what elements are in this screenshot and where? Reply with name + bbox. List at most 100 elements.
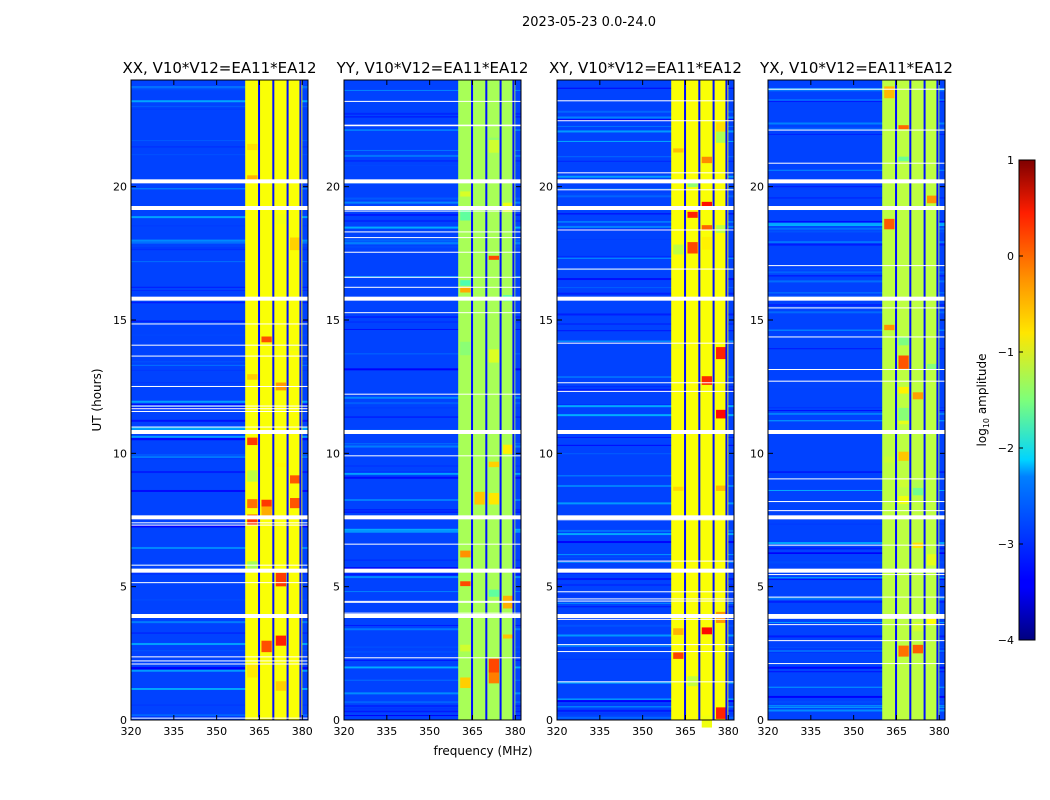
- signal-cell: [687, 676, 698, 687]
- heatmap-row: [344, 477, 521, 479]
- flagged-row: [131, 524, 308, 526]
- heatmap-row: [131, 704, 308, 706]
- heatmap-row: [557, 287, 734, 289]
- flagged-row: [768, 568, 945, 573]
- flagged-row: [768, 307, 945, 309]
- x-tick-label: 365: [249, 725, 270, 738]
- panels: XX, V10*V12=EA11*EA12 320 335 350 365 380 0 5 10…: [113, 59, 953, 738]
- signal-cell: [488, 349, 500, 363]
- panel-4: YX, V10*V12=EA11*EA12 320 335 350 365 380 0 5 10…: [750, 59, 953, 738]
- x-tick-label: 335: [163, 725, 184, 738]
- flagged-row: [768, 265, 945, 267]
- heatmap-row: [557, 209, 734, 212]
- heatmap-row: [557, 557, 734, 559]
- heatmap-row: [768, 648, 945, 651]
- panel-title: XY, V10*V12=EA11*EA12: [549, 59, 742, 77]
- heatmap-row: [344, 445, 521, 448]
- heatmap-row: [768, 186, 945, 188]
- flagged-row: [344, 125, 521, 127]
- x-tick-label: 320: [121, 725, 142, 738]
- heatmap-row: [557, 292, 734, 295]
- heatmap-row: [557, 561, 734, 563]
- y-tick-label: 10: [326, 447, 340, 460]
- heatmap-row: [557, 330, 734, 332]
- signal-cell: [488, 461, 500, 468]
- heatmap-row: [344, 476, 521, 479]
- channel-gap: [909, 80, 912, 720]
- flagged-row: [131, 323, 308, 325]
- y-tick-label: 20: [539, 181, 553, 194]
- x-tick-label: 380: [292, 725, 313, 738]
- heatmap-row: [344, 89, 521, 91]
- signal-cell: [275, 681, 287, 691]
- flagged-row: [344, 237, 521, 239]
- flagged-row: [768, 380, 945, 382]
- flagged-row: [768, 614, 945, 618]
- heatmap-row: [768, 601, 945, 603]
- signal-cell: [701, 376, 713, 385]
- flagged-row: [557, 651, 734, 653]
- heatmap-row: [557, 541, 734, 544]
- heatmap-row: [344, 160, 521, 162]
- y-tick-label: 5: [757, 581, 764, 594]
- signal-cell: [673, 652, 684, 659]
- flagged-row: [768, 515, 945, 520]
- flagged-row: [768, 510, 945, 512]
- heatmap-row: [768, 598, 945, 600]
- flagged-row: [344, 612, 521, 614]
- heatmap-row: [557, 116, 734, 119]
- signal-cell: [247, 374, 258, 380]
- colorbar-tick-label: −4: [998, 634, 1014, 647]
- heatmap-row: [768, 695, 945, 698]
- flagged-row: [131, 522, 308, 524]
- flagged-row: [557, 600, 734, 602]
- y-tick-label: 20: [326, 181, 340, 194]
- heatmap-row: [557, 405, 734, 408]
- signal-cell: [488, 492, 500, 505]
- heatmap-row: [344, 679, 521, 681]
- y-tick-label: 0: [757, 714, 764, 727]
- heatmap-row: [557, 700, 734, 703]
- x-tick-label: 350: [632, 725, 653, 738]
- heatmap-row: [557, 602, 734, 604]
- flagged-row: [344, 210, 521, 212]
- heatmap-row: [344, 567, 521, 570]
- heatmap-row: [131, 669, 308, 672]
- heatmap-row: [344, 154, 521, 157]
- heatmap-row: [557, 583, 734, 586]
- signal-cell: [716, 409, 727, 419]
- channel-gap: [895, 80, 898, 720]
- y-tick-label: 0: [546, 714, 553, 727]
- flagged-row: [768, 574, 945, 576]
- signal-cell: [460, 341, 471, 356]
- y-tick-label: 0: [333, 714, 340, 727]
- signal-cell: [716, 707, 727, 719]
- signal-cell: [687, 211, 698, 218]
- flagged-row: [131, 568, 308, 573]
- signal-cell: [716, 485, 727, 491]
- heatmap-row: [768, 220, 945, 222]
- heatmap-row: [557, 340, 734, 342]
- panel-frame: [343, 79, 522, 721]
- signal-cell: [460, 286, 471, 293]
- heatmap-row: [131, 105, 308, 107]
- panel-3: XY, V10*V12=EA11*EA12 320 335 350 365 380 0 5 10…: [539, 59, 742, 738]
- flagged-row: [131, 582, 308, 584]
- heatmap-row: [344, 276, 521, 278]
- heatmap-row: [131, 188, 308, 190]
- heatmap-row: [344, 197, 521, 200]
- flagged-row: [557, 120, 734, 122]
- heatmap-row: [131, 369, 308, 371]
- heatmap-row: [557, 572, 734, 574]
- heatmap-row: [344, 416, 521, 418]
- flagged-row: [344, 455, 521, 457]
- heatmap-row: [768, 243, 945, 246]
- heatmap-row: [768, 268, 945, 271]
- heatmap-row: [768, 547, 945, 550]
- heatmap-row: [557, 709, 734, 712]
- heatmap-row: [557, 257, 734, 259]
- signal-cell: [898, 125, 909, 130]
- signal-cell: [673, 148, 684, 153]
- heatmap-row: [131, 471, 308, 474]
